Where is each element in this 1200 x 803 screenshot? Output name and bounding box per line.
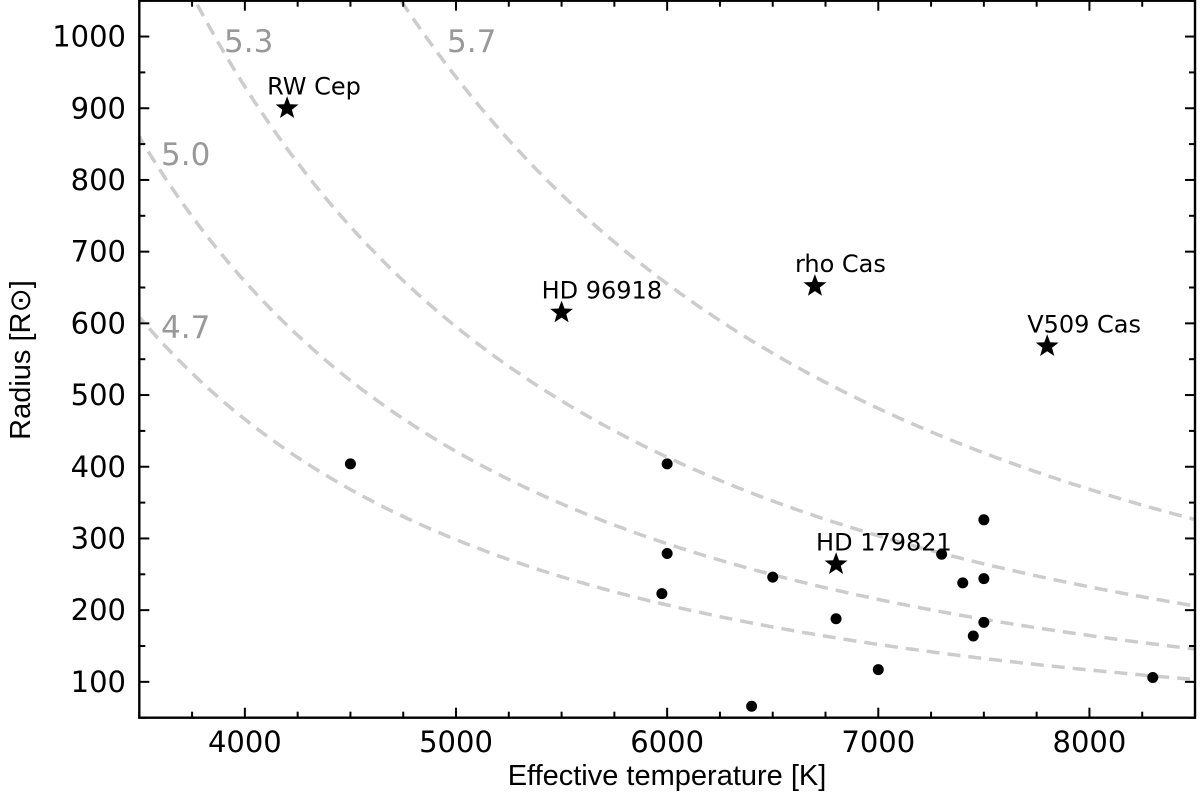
star-marker [550,300,573,323]
data-point [978,514,990,526]
star-marker [1035,334,1059,356]
star-marker [824,552,848,574]
y-tick-label: 400 [71,450,126,484]
data-point [978,573,990,585]
iso-luminosity-label: 5.7 [447,24,496,60]
axis-ticks: 4000 5000 6000 7000 8000 100 200 300 400 500 600 70… [52,0,1196,759]
x-tick-label: 7000 [841,725,915,759]
data-point [1147,672,1159,684]
data-point [978,616,990,628]
star-marker [803,274,827,296]
iso-luminosity-curves [139,1,1195,682]
star-label: HD 96918 [542,277,663,305]
y-tick-label: 500 [71,378,126,412]
x-tick-label: 6000 [630,725,704,759]
star-label: rho Cas [795,250,886,278]
star-label: HD 179821 [816,528,952,556]
iso-luminosity-curve [399,1,1195,522]
data-point [661,458,673,470]
data-point [957,577,969,589]
data-point [344,458,356,470]
data-marks: RW Cep HD 96918 rho Cas V509 Cas HD 179821 [267,72,1159,712]
y-tick-label: 300 [71,521,126,555]
y-tick-label: 700 [71,235,126,269]
data-point [936,548,948,560]
data-point [656,588,668,600]
y-tick-label: 1000 [52,20,126,54]
y-tick-label: 900 [71,91,126,125]
y-tick-label: 800 [71,163,126,197]
y-tick-label: 600 [71,306,126,340]
iso-luminosity-curve [139,313,1195,682]
star-marker [275,96,299,118]
x-tick-label: 8000 [1053,725,1127,759]
star-label: V509 Cas [1027,310,1141,338]
plot-frame [138,0,1197,719]
data-point [872,664,884,676]
iso-luminosity-label: 5.0 [161,137,210,173]
data-point [746,700,758,712]
iso-luminosity-label: 4.7 [161,310,210,346]
y-tick-label: 100 [71,665,126,699]
iso-luminosity-curve [139,132,1195,651]
iso-luminosity-labels: 4.7 5.0 5.3 5.7 [161,24,496,346]
data-point [830,613,842,625]
iso-luminosity-label: 5.3 [224,24,273,60]
iso-luminosity-curve [193,1,1195,608]
y-tick-label: 200 [71,593,126,627]
y-axis-label: Radius [R⊙] [5,280,37,440]
data-point [661,548,673,560]
x-tick-label: 5000 [419,725,493,759]
x-tick-label: 4000 [208,725,282,759]
data-point [967,630,979,642]
star-label: RW Cep [267,72,361,100]
data-point [767,571,779,583]
x-axis-label: Effective temperature [K] [508,760,827,792]
